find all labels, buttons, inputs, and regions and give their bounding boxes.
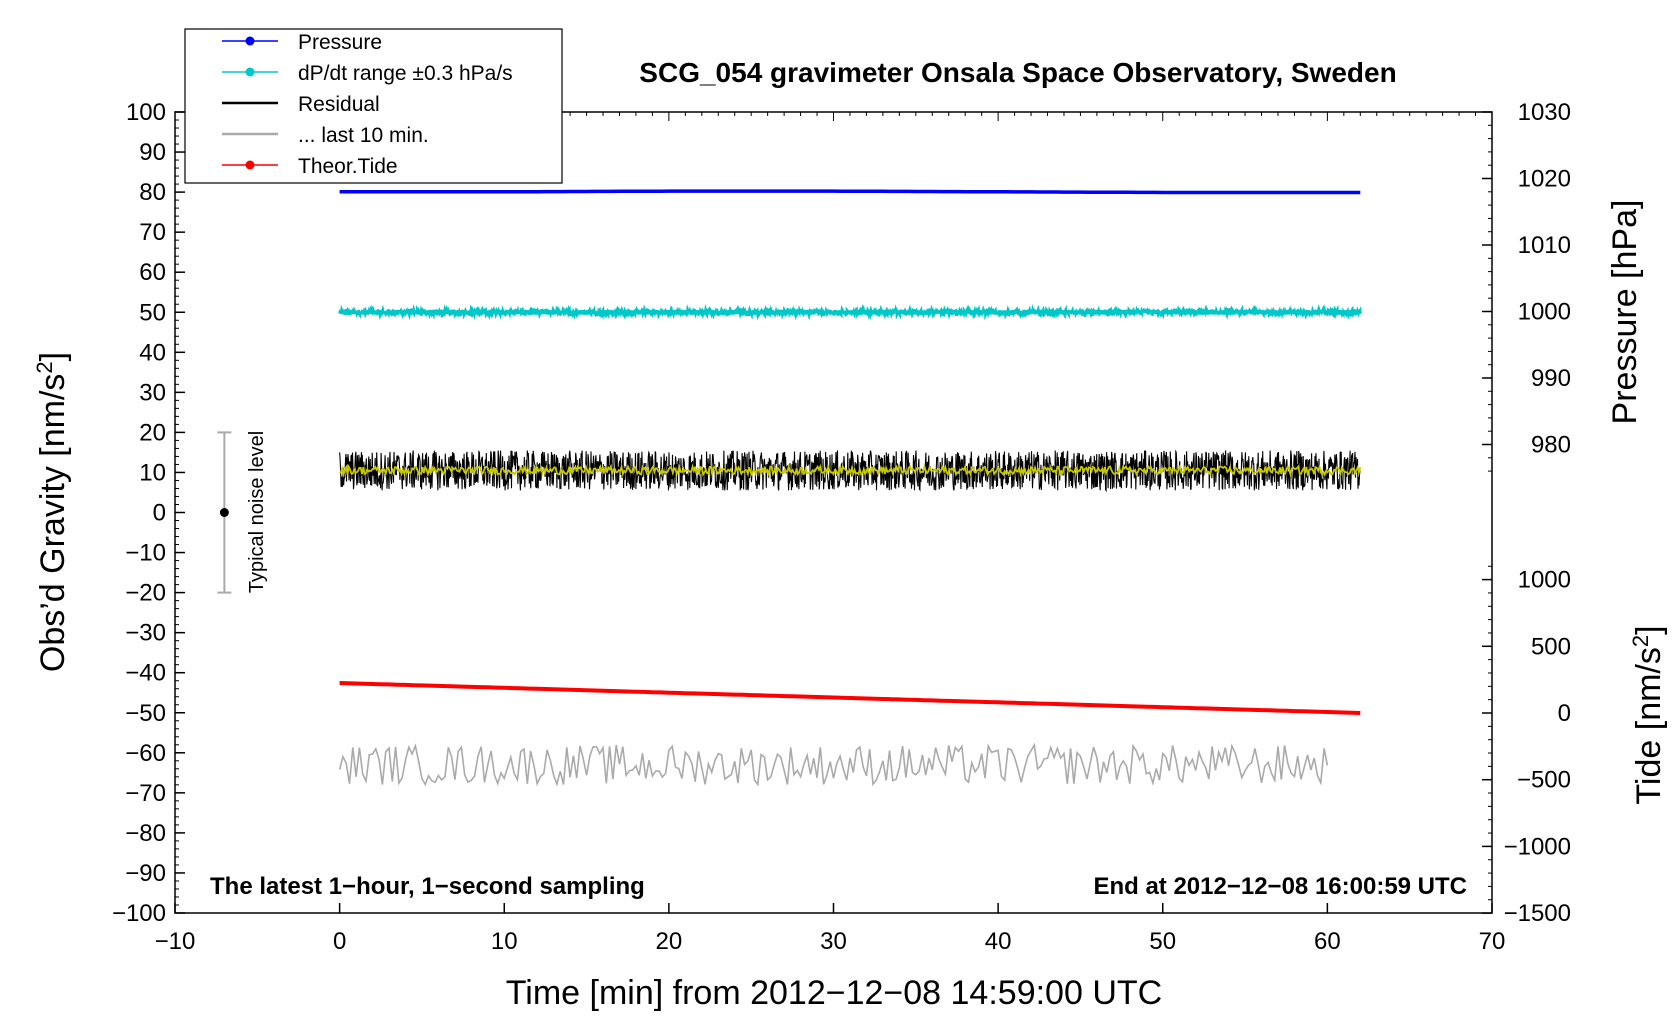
x-axis-ticks: −10 0 10 20 30 40 50 60 70	[155, 903, 1506, 955]
tide-tick-label: 1000	[1518, 567, 1571, 594]
y-tick-label-left: 0	[153, 500, 166, 527]
series-dp-dt-range-0-3-hpa-s	[338, 303, 1362, 321]
y-tick-label-left: 90	[139, 139, 166, 166]
y-tick-label-left: −10	[125, 540, 166, 567]
y-tick-label-left: −40	[125, 660, 166, 687]
legend-label: Theor.Tide	[298, 155, 398, 178]
legend-swatch-marker	[245, 36, 255, 46]
pressure-axis-title: Pressure [hPa]	[1606, 200, 1644, 425]
series-layer	[338, 189, 1362, 787]
pressure-tick-label: 990	[1531, 365, 1571, 392]
chart-title: SCG_054 gravimeter Onsala Space Observat…	[639, 57, 1396, 88]
legend-items: Pressure dP/dt range ±0.3 hPa/s Residual..…	[222, 31, 513, 178]
left-y-axis-title: Obs’d Gravity [nm/s2]	[32, 352, 72, 672]
pressure-axis-ticks: 1030 1020 1010 1000 990 980	[1482, 99, 1571, 459]
y-tick-label-left: 100	[126, 99, 166, 126]
series-pressure	[339, 189, 1361, 195]
x-axis-title: Time [min] from 2012−12−08 14:59:00 UTC	[506, 974, 1162, 1012]
tide-tick-label: 0	[1558, 700, 1571, 727]
tide-tick-label: −500	[1517, 767, 1571, 794]
y-tick-label-left: 80	[139, 179, 166, 206]
legend-label: Pressure	[298, 31, 382, 54]
tide-tick-label: −1000	[1504, 833, 1571, 860]
tide-tick-label: 500	[1531, 633, 1571, 660]
y-tick-label-left: 20	[139, 419, 166, 446]
y-tick-label-left: 50	[139, 299, 166, 326]
noise-level-label: Typical noise level	[246, 431, 268, 593]
y-tick-label-left: 10	[139, 459, 166, 486]
tide-tick-label: −1500	[1504, 900, 1571, 927]
legend-label: Residual	[298, 93, 380, 116]
y-tick-label-left: −20	[125, 580, 166, 607]
noise-center-dot	[219, 508, 229, 517]
pressure-tick-label: 1030	[1518, 99, 1571, 126]
end-time-note: End at 2012−12−08 16:00:59 UTC	[1093, 873, 1467, 900]
series-theor-tide	[339, 681, 1361, 715]
y-tick-label-left: 70	[139, 219, 166, 246]
pressure-tick-label: 1000	[1518, 299, 1571, 326]
legend: Pressure dP/dt range ±0.3 hPa/s Residual..…	[184, 28, 563, 184]
y-tick-label-left: 30	[139, 379, 166, 406]
y-tick-label-left: −50	[125, 700, 166, 727]
pressure-tick-label: 980	[1531, 432, 1571, 459]
y-tick-label-left: 60	[139, 259, 166, 286]
tide-axis-title: Tide [nm/s2]	[1628, 625, 1668, 804]
y-tick-label-left: −90	[125, 860, 166, 887]
legend-swatch-marker	[245, 160, 255, 170]
y-tick-label-left: −60	[125, 740, 166, 767]
series-last-10-min	[338, 742, 1329, 787]
x-tick-label: 20	[656, 928, 683, 955]
series-residual-smoothed	[339, 462, 1362, 478]
minor-ticks	[174, 111, 1493, 914]
tide-axis-ticks: 1000 500 0 −500 −1000 −1500	[1482, 567, 1571, 927]
y-tick-label-left: −100	[112, 900, 166, 927]
x-tick-label: 10	[491, 928, 518, 955]
y-tick-label-left: 40	[139, 339, 166, 366]
pressure-tick-label: 1010	[1518, 232, 1571, 259]
x-tick-label: 30	[820, 928, 847, 955]
tide-axis-title-sup: 2	[1628, 635, 1653, 647]
y-tick-label-left: −30	[125, 620, 166, 647]
pressure-tick-label: 1020	[1518, 166, 1571, 193]
x-tick-label: 0	[333, 928, 346, 955]
x-tick-label: −10	[155, 928, 196, 955]
left-y-axis-ticks: 1009080706050403020100−10−20−30−40−50−60…	[112, 99, 185, 927]
x-tick-label: 70	[1479, 928, 1506, 955]
x-tick-label: 40	[985, 928, 1012, 955]
noise-level-indicator	[217, 431, 232, 594]
legend-box	[184, 28, 563, 184]
left-y-axis-title-sup: 2	[32, 361, 57, 373]
x-tick-label: 60	[1314, 928, 1341, 955]
sampling-note: The latest 1−hour, 1−second sampling	[210, 873, 645, 900]
y-tick-label-left: −70	[125, 780, 166, 807]
legend-label: dP/dt range ±0.3 hPa/s	[298, 62, 513, 85]
x-tick-label: 50	[1149, 928, 1176, 955]
legend-label: ... last 10 min.	[298, 124, 429, 147]
plot-frame	[174, 111, 1493, 914]
legend-swatch-marker	[245, 67, 255, 77]
y-tick-label-left: −80	[125, 820, 166, 847]
